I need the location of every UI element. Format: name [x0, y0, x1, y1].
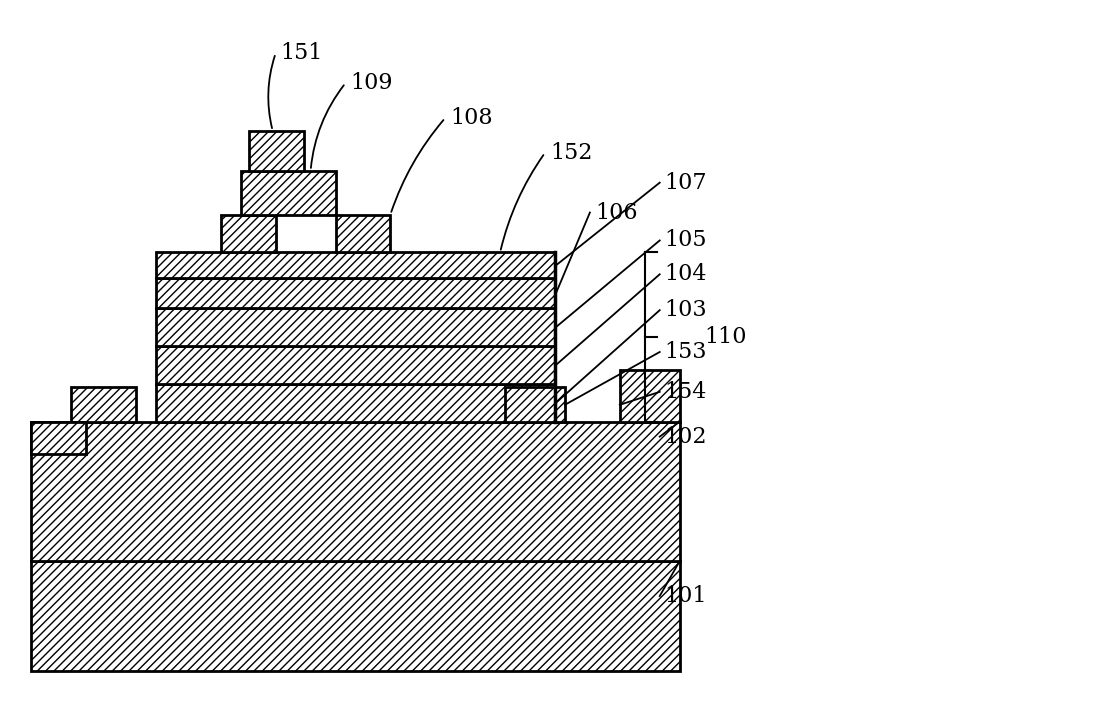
- Bar: [248, 131, 304, 171]
- Bar: [221, 215, 276, 253]
- Bar: [156, 278, 555, 308]
- Text: 105: 105: [665, 230, 707, 251]
- Bar: [156, 384, 555, 422]
- Bar: [241, 171, 336, 215]
- Bar: [32, 422, 679, 561]
- Bar: [336, 215, 391, 253]
- Bar: [156, 308, 555, 346]
- Bar: [156, 346, 555, 384]
- Text: 110: 110: [705, 326, 747, 348]
- Text: 108: 108: [451, 107, 493, 129]
- Text: 102: 102: [665, 425, 707, 448]
- Text: 101: 101: [665, 585, 707, 607]
- Bar: [156, 253, 555, 278]
- Text: 154: 154: [665, 381, 707, 403]
- Text: 103: 103: [665, 299, 708, 321]
- Bar: [620, 370, 679, 422]
- Text: 104: 104: [665, 263, 707, 285]
- Bar: [32, 422, 86, 453]
- Bar: [32, 561, 679, 670]
- Bar: [71, 387, 136, 422]
- Text: 107: 107: [665, 172, 707, 194]
- Bar: [505, 387, 565, 422]
- Text: 152: 152: [550, 142, 592, 164]
- Text: 151: 151: [281, 42, 323, 64]
- Text: 106: 106: [595, 201, 638, 223]
- Text: 153: 153: [665, 341, 707, 363]
- Text: 109: 109: [350, 72, 393, 94]
